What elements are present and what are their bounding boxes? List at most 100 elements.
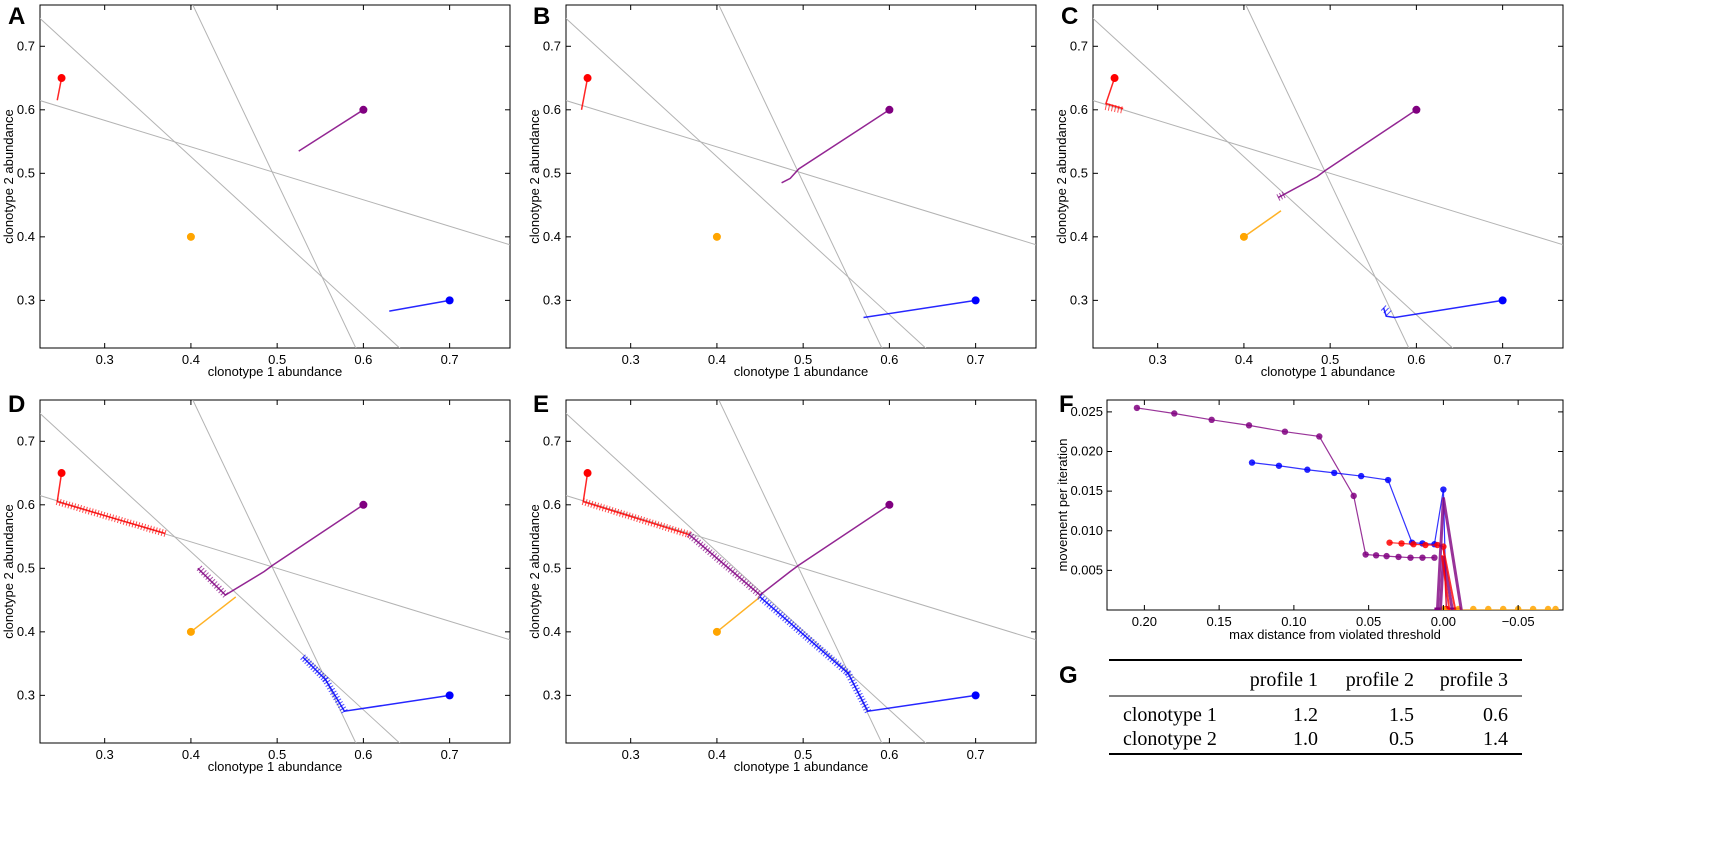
data-point-red: [1398, 540, 1405, 547]
trajectory-step-purple: [1276, 194, 1281, 201]
y-tick-label: 0.5: [543, 165, 561, 180]
start-point-blue: [971, 691, 980, 700]
start-point-orange: [186, 232, 195, 241]
data-point-orange: [1499, 605, 1507, 610]
threshold-line: [1093, 17, 1454, 348]
trajectory-step-red: [581, 498, 585, 506]
trajectory-purple: [688, 504, 890, 596]
trajectory-step-blue: [848, 679, 856, 684]
trajectory-step-purple: [686, 531, 692, 538]
trajectory-step-purple: [718, 558, 724, 565]
trajectory-step-blue: [326, 685, 334, 690]
x-tick-label: 0.6: [880, 747, 898, 762]
trajectory-step-blue: [337, 703, 345, 709]
trajectory-step-blue: [759, 595, 765, 602]
plot-area-c: [1092, 4, 1564, 349]
table-cell: 1.0: [1293, 728, 1318, 750]
y-tick-label: 0.7: [543, 38, 561, 53]
data-table: profile 1 profile 2 profile 3 clonotype 1 1.…: [1123, 669, 1508, 750]
plot-area-f: [1106, 399, 1564, 611]
threshold-line: [40, 100, 510, 246]
panel-e: E 0.3 0.3 0.4 0.4 0.5 0.5 0.6 0.6 0.7 0.7 clonotyp…: [527, 391, 1037, 774]
trajectory-step-red: [111, 514, 115, 522]
trajectory-step-blue: [813, 642, 820, 649]
y-tick-label: 0.4: [1070, 229, 1088, 244]
data-point-blue: [1275, 462, 1283, 469]
trajectory-step-blue: [843, 668, 849, 675]
trajectory-step-red: [122, 517, 126, 525]
trajectory-step-blue: [784, 617, 790, 624]
trajectory-step-red: [73, 503, 77, 511]
y-tick-label: 0.6: [17, 497, 35, 512]
threshold-line: [718, 5, 883, 348]
trajectory-step-blue: [316, 670, 323, 677]
threshold-line: [192, 5, 357, 348]
x-tick-label: −0.05: [1502, 614, 1535, 629]
trajectory-step-purple: [709, 551, 715, 558]
trajectory-step-blue: [820, 648, 826, 655]
trajectory-step-red: [114, 515, 117, 523]
trajectory-step-red: [151, 526, 155, 534]
y-tick-label: 0.5: [1070, 165, 1088, 180]
trajectory-step-red: [667, 524, 671, 532]
trajectory-step-purple: [216, 585, 222, 592]
trajectory-step-blue: [310, 664, 317, 671]
panel-b: B 0.3 0.3 0.4 0.4 0.5 0.5 0.6 0.6 0.7 0.7 clonotyp…: [527, 3, 1037, 379]
data-point-purple: [1171, 410, 1178, 417]
trajectory-step-purple: [748, 584, 754, 591]
trajectory-step-blue: [1383, 307, 1390, 314]
trajectory-step-blue: [800, 631, 806, 638]
threshold-line: [1245, 5, 1410, 348]
y-tick-label: 0.4: [543, 624, 561, 639]
trajectory-step-red: [659, 522, 663, 530]
y-tick-label: 0.5: [543, 560, 561, 575]
trajectory-step-purple: [695, 539, 702, 546]
trajectory-step-purple: [688, 533, 695, 540]
y-axis-label: clonotype 2 abundance: [527, 109, 542, 243]
data-point-red: [1386, 539, 1393, 546]
trajectory-step-red: [116, 516, 120, 524]
trajectory-step-red: [676, 527, 680, 535]
trajectory-step-red: [656, 521, 660, 529]
x-axis-label: max distance from violated threshold: [1229, 627, 1441, 642]
trajectory-step-red: [630, 513, 634, 521]
panel-letter-g: G: [1059, 662, 1078, 689]
x-axis-label: clonotype 1 abundance: [734, 759, 868, 774]
trajectory-step-blue: [834, 660, 840, 667]
start-point-purple: [885, 500, 894, 509]
x-axis-label: clonotype 1 abundance: [1261, 364, 1395, 379]
trajectory-step-red: [96, 510, 100, 518]
trajectory-step-blue: [804, 634, 811, 641]
start-point-red: [57, 74, 66, 83]
trajectory-step-blue: [770, 605, 777, 612]
trajectory-step-blue: [850, 681, 858, 687]
trajectory-step-blue: [766, 601, 772, 608]
trajectory-step-blue: [860, 701, 867, 706]
trajectory-blue: [389, 299, 450, 312]
data-point-blue: [1357, 472, 1365, 480]
plot-area-d: [39, 399, 511, 744]
trajectory-orange: [716, 596, 761, 633]
start-point-orange: [1239, 232, 1248, 241]
data-point-purple: [1208, 416, 1215, 424]
trajectory-step-purple: [727, 566, 734, 573]
trajectory-step-purple: [207, 576, 214, 583]
trajectory-step-red: [664, 524, 668, 532]
y-tick-label: 0.6: [543, 497, 561, 512]
x-tick-label: 0.3: [1149, 352, 1167, 367]
trajectory-step-red: [128, 519, 132, 527]
trajectory-step-purple: [220, 589, 227, 596]
trajectory-purple: [781, 109, 890, 184]
trajectory-step-blue: [791, 623, 797, 630]
trajectory-step-blue: [773, 607, 779, 614]
y-tick-label: 0.4: [17, 624, 35, 639]
threshold-line: [566, 412, 927, 743]
trajectory-step-red: [627, 512, 631, 520]
trajectory-step-blue: [788, 621, 795, 628]
trajectory-step-purple: [691, 535, 697, 542]
trajectory-step-red: [598, 503, 602, 511]
trajectory-step-blue: [300, 654, 306, 661]
trajectory-step-red: [67, 501, 71, 509]
trajectory-step-red: [673, 526, 677, 534]
start-point-purple: [1412, 105, 1421, 114]
